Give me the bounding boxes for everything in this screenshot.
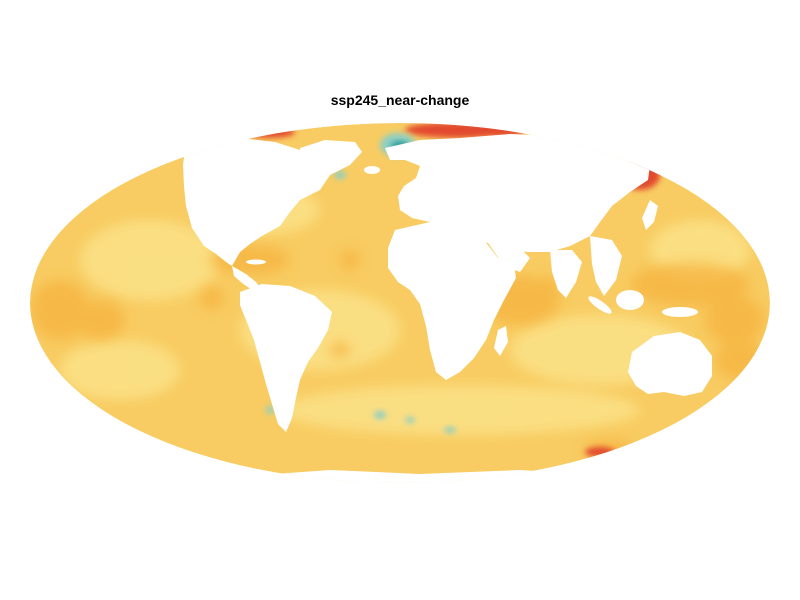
globe <box>30 122 770 484</box>
land-borneo <box>616 290 644 310</box>
land-new-zealand <box>734 396 746 416</box>
land-iceland <box>364 166 380 174</box>
land-new-guinea <box>662 307 698 317</box>
land-cuba <box>246 260 266 265</box>
